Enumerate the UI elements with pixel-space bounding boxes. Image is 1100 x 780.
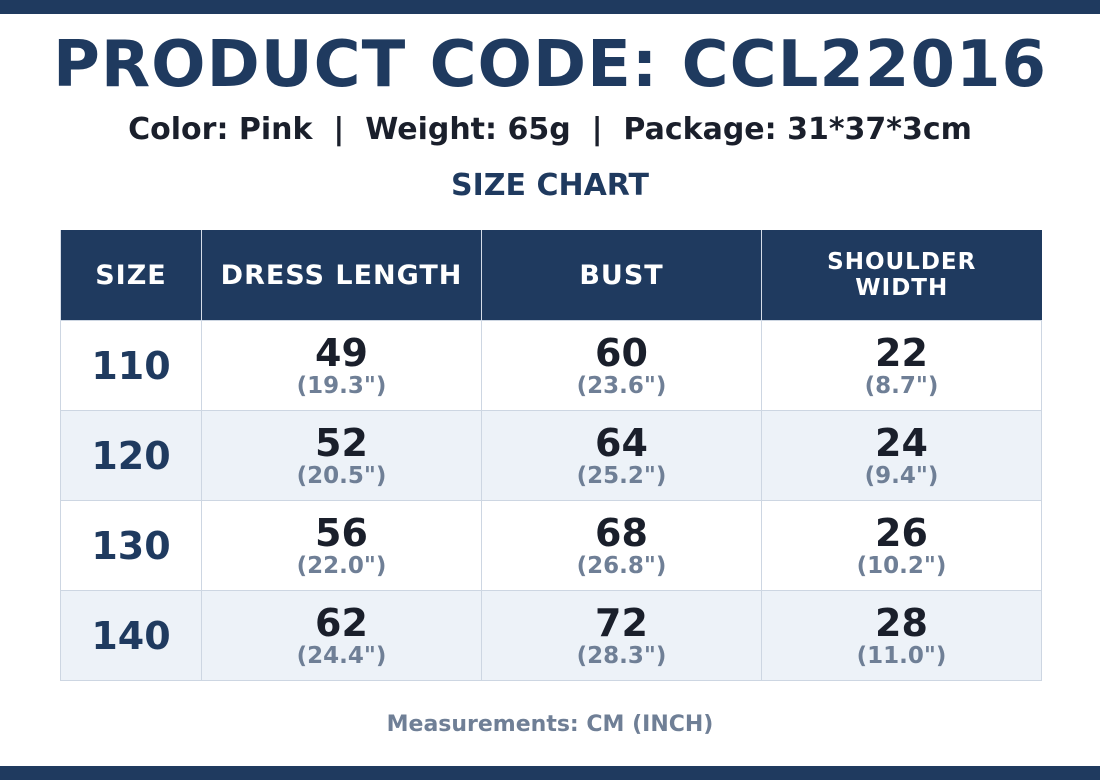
measure-cell: 28 (11.0")	[761, 590, 1042, 681]
inch-value: (26.8")	[576, 552, 667, 579]
cm-value: 56	[315, 510, 368, 555]
cm-value: 60	[595, 330, 648, 375]
cm-value: 49	[315, 330, 368, 375]
footer-note: Measurements: CM (INCH)	[386, 712, 714, 737]
bottom-bar	[0, 766, 1100, 780]
measure-cell: 52 (20.5")	[201, 410, 482, 501]
table-row: 140 62 (24.4") 72 (28.3") 28 (11.0")	[60, 590, 1042, 681]
measure-cell: 24 (9.4")	[761, 410, 1042, 501]
inch-value: (11.0")	[856, 642, 947, 669]
top-bar	[0, 0, 1100, 14]
column-header: SIZE	[60, 230, 202, 321]
cm-value: 62	[315, 600, 368, 645]
inch-value: (24.4")	[296, 642, 387, 669]
inch-value: (22.0")	[296, 552, 387, 579]
column-header: DRESS LENGTH	[201, 230, 482, 321]
size-cell: 120	[60, 410, 202, 501]
table-row: 110 49 (19.3") 60 (23.6") 22 (8.7")	[60, 320, 1042, 411]
table-row: 120 52 (20.5") 64 (25.2") 24 (9.4")	[60, 410, 1042, 501]
header-row: SIZE DRESS LENGTH BUST SHOULDER WIDTH	[60, 230, 1042, 321]
section-title: SIZE CHART	[450, 168, 650, 203]
inch-value: (10.2")	[856, 552, 947, 579]
inch-value: (19.3")	[296, 372, 387, 399]
cm-value: 24	[875, 420, 928, 465]
measure-cell: 49 (19.3")	[201, 320, 482, 411]
column-header: SHOULDER WIDTH	[761, 230, 1042, 321]
inch-value: (8.7")	[864, 372, 939, 399]
inch-value: (23.6")	[576, 372, 667, 399]
cm-value: 52	[315, 420, 368, 465]
inch-value: (20.5")	[296, 462, 387, 489]
cm-value: 68	[595, 510, 648, 555]
subtitle: Color: Pink | Weight: 65g | Package: 31*…	[128, 112, 972, 147]
measure-cell: 62 (24.4")	[201, 590, 482, 681]
table-row: 130 56 (22.0") 68 (26.8") 26 (10.2")	[60, 500, 1042, 591]
size-cell: 130	[60, 500, 202, 591]
inch-value: (9.4")	[864, 462, 939, 489]
cm-value: 28	[875, 600, 928, 645]
inch-value: (25.2")	[576, 462, 667, 489]
measure-cell: 22 (8.7")	[761, 320, 1042, 411]
cm-value: 72	[595, 600, 648, 645]
measure-cell: 60 (23.6")	[481, 320, 762, 411]
measure-cell: 56 (22.0")	[201, 500, 482, 591]
column-header: BUST	[481, 230, 762, 321]
cm-value: 22	[875, 330, 928, 375]
inch-value: (28.3")	[576, 642, 667, 669]
size-cell: 140	[60, 590, 202, 681]
measure-cell: 68 (26.8")	[481, 500, 762, 591]
size-table: SIZE DRESS LENGTH BUST SHOULDER WIDTH 110 49…	[60, 230, 1042, 681]
measure-cell: 64 (25.2")	[481, 410, 762, 501]
size-cell: 110	[60, 320, 202, 411]
title: PRODUCT CODE: CCL22016	[52, 28, 1048, 102]
measure-cell: 26 (10.2")	[761, 500, 1042, 591]
cm-value: 26	[875, 510, 928, 555]
measure-cell: 72 (28.3")	[481, 590, 762, 681]
cm-value: 64	[595, 420, 648, 465]
